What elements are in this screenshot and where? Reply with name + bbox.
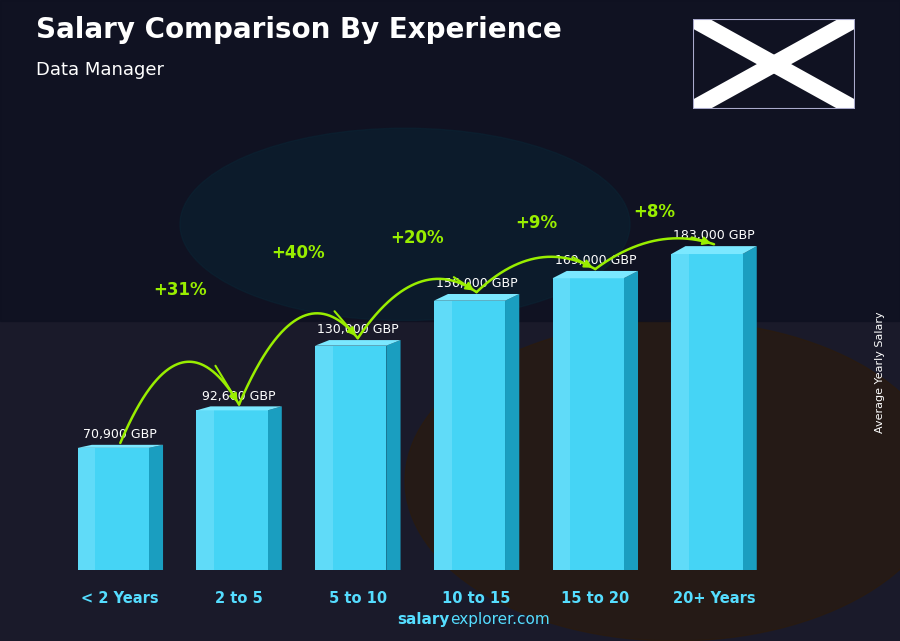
- Polygon shape: [77, 445, 163, 448]
- Polygon shape: [671, 246, 757, 254]
- Text: Data Manager: Data Manager: [36, 61, 164, 79]
- Bar: [315, 345, 333, 570]
- Bar: [671, 254, 689, 570]
- Text: salary: salary: [398, 612, 450, 627]
- Polygon shape: [386, 340, 400, 570]
- Text: 156,000 GBP: 156,000 GBP: [436, 278, 518, 290]
- Bar: [196, 410, 267, 570]
- Ellipse shape: [180, 128, 630, 320]
- Bar: [434, 301, 505, 570]
- Polygon shape: [505, 294, 519, 570]
- Text: Salary Comparison By Experience: Salary Comparison By Experience: [36, 16, 562, 44]
- Polygon shape: [624, 271, 638, 570]
- Polygon shape: [196, 406, 282, 410]
- Text: 130,000 GBP: 130,000 GBP: [317, 323, 399, 337]
- Bar: [553, 278, 624, 570]
- Text: 5 to 10: 5 to 10: [328, 591, 387, 606]
- Bar: [196, 410, 214, 570]
- Polygon shape: [267, 406, 282, 570]
- Bar: [553, 278, 571, 570]
- Text: +20%: +20%: [391, 229, 444, 247]
- Text: < 2 Years: < 2 Years: [82, 591, 159, 606]
- Text: explorer.com: explorer.com: [450, 612, 550, 627]
- Text: 20+ Years: 20+ Years: [672, 591, 755, 606]
- Text: 15 to 20: 15 to 20: [561, 591, 629, 606]
- Text: 2 to 5: 2 to 5: [215, 591, 263, 606]
- Polygon shape: [315, 340, 400, 345]
- Bar: [77, 448, 148, 570]
- Bar: [434, 301, 452, 570]
- Text: +40%: +40%: [272, 244, 325, 262]
- Text: 183,000 GBP: 183,000 GBP: [673, 229, 755, 242]
- Text: +31%: +31%: [153, 281, 206, 299]
- Text: 92,600 GBP: 92,600 GBP: [202, 390, 275, 403]
- Text: Average Yearly Salary: Average Yearly Salary: [875, 311, 886, 433]
- Text: 169,000 GBP: 169,000 GBP: [554, 254, 636, 267]
- Polygon shape: [434, 294, 519, 301]
- Polygon shape: [148, 445, 163, 570]
- Text: +8%: +8%: [634, 203, 676, 221]
- Bar: [315, 345, 386, 570]
- Polygon shape: [742, 246, 757, 570]
- Polygon shape: [553, 271, 638, 278]
- Bar: [671, 254, 742, 570]
- Bar: [77, 448, 95, 570]
- Text: 70,900 GBP: 70,900 GBP: [84, 428, 158, 441]
- Text: 10 to 15: 10 to 15: [442, 591, 510, 606]
- Bar: [0, 0, 900, 320]
- Text: +9%: +9%: [515, 214, 557, 232]
- Ellipse shape: [405, 320, 900, 641]
